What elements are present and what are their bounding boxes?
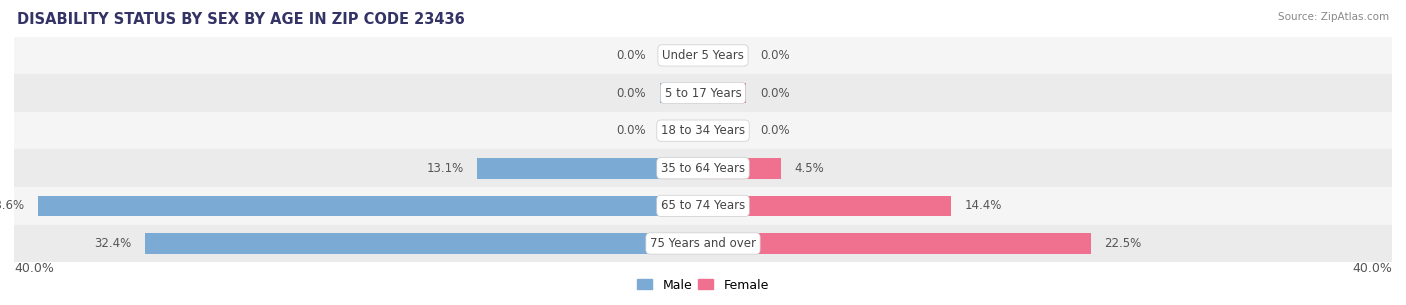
Text: 14.4%: 14.4% — [965, 199, 1002, 212]
Bar — [38, 196, 703, 216]
Text: 0.0%: 0.0% — [617, 87, 647, 99]
Bar — [703, 83, 747, 103]
Bar — [14, 187, 1392, 225]
Text: 0.0%: 0.0% — [759, 87, 789, 99]
Text: 5 to 17 Years: 5 to 17 Years — [665, 87, 741, 99]
Bar — [145, 233, 703, 254]
Bar — [478, 158, 703, 179]
Text: Under 5 Years: Under 5 Years — [662, 49, 744, 62]
Text: 40.0%: 40.0% — [14, 262, 53, 275]
Text: 22.5%: 22.5% — [1104, 237, 1142, 250]
Text: Source: ZipAtlas.com: Source: ZipAtlas.com — [1278, 12, 1389, 22]
Text: 18 to 34 Years: 18 to 34 Years — [661, 124, 745, 137]
Text: 0.0%: 0.0% — [617, 49, 647, 62]
Text: 0.0%: 0.0% — [759, 124, 789, 137]
Text: DISABILITY STATUS BY SEX BY AGE IN ZIP CODE 23436: DISABILITY STATUS BY SEX BY AGE IN ZIP C… — [17, 12, 464, 27]
Bar — [703, 158, 780, 179]
Bar — [14, 112, 1392, 149]
Bar — [14, 149, 1392, 187]
Bar — [14, 37, 1392, 74]
Text: 35 to 64 Years: 35 to 64 Years — [661, 162, 745, 175]
Bar — [659, 83, 703, 103]
Bar — [703, 233, 1091, 254]
Text: 4.5%: 4.5% — [794, 162, 824, 175]
Bar — [14, 225, 1392, 262]
Bar — [14, 74, 1392, 112]
Text: 75 Years and over: 75 Years and over — [650, 237, 756, 250]
Bar — [703, 196, 950, 216]
Text: 13.1%: 13.1% — [426, 162, 464, 175]
Bar — [703, 120, 747, 141]
Text: 32.4%: 32.4% — [94, 237, 131, 250]
Legend: Male, Female: Male, Female — [633, 274, 773, 297]
Bar — [659, 45, 703, 66]
Text: 65 to 74 Years: 65 to 74 Years — [661, 199, 745, 212]
Text: 38.6%: 38.6% — [0, 199, 24, 212]
Text: 0.0%: 0.0% — [617, 124, 647, 137]
Bar — [659, 120, 703, 141]
Text: 0.0%: 0.0% — [759, 49, 789, 62]
Text: 40.0%: 40.0% — [1353, 262, 1392, 275]
Bar — [703, 45, 747, 66]
